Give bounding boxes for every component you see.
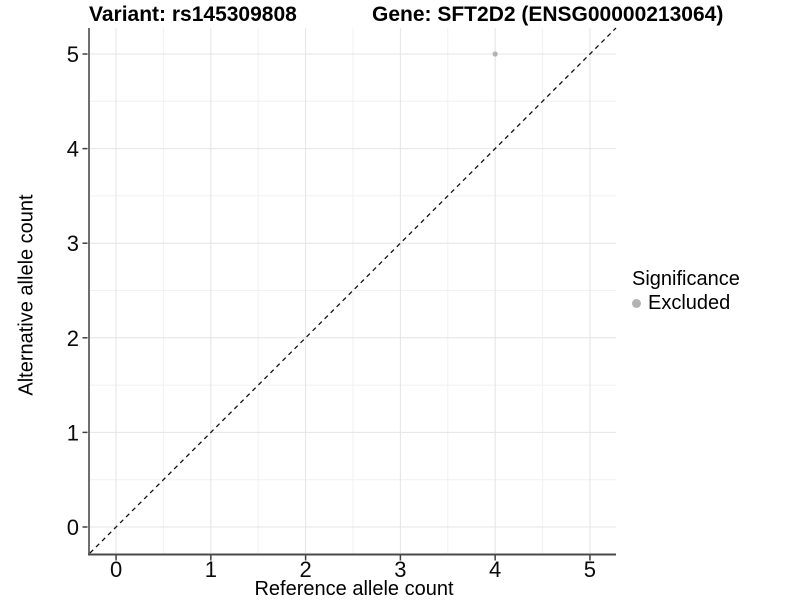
- legend-item-excluded: Excluded: [632, 292, 740, 314]
- y-tick-label: 1: [67, 420, 79, 445]
- legend-title: Significance: [632, 268, 740, 290]
- legend: Significance Excluded: [632, 268, 740, 314]
- x-tick-label: 0: [110, 557, 122, 582]
- x-tick-label: 3: [394, 557, 406, 582]
- variant-title: Variant: rs145309808: [89, 3, 297, 26]
- y-tick-label: 0: [67, 515, 79, 540]
- data-point: [492, 51, 498, 57]
- x-axis-title: Reference allele count: [254, 578, 454, 600]
- y-tick-label: 4: [67, 137, 79, 162]
- x-tick-label: 1: [205, 557, 217, 582]
- y-tick-label: 5: [67, 42, 79, 67]
- x-tick-label: 4: [489, 557, 501, 582]
- y-tick-label: 2: [67, 326, 79, 351]
- legend-item-label: Excluded: [648, 292, 731, 314]
- y-tick-label: 3: [67, 231, 79, 256]
- y-axis-title: Alternative allele count: [15, 194, 38, 396]
- excluded-point-icon: [632, 298, 641, 308]
- x-tick-label: 5: [584, 557, 596, 582]
- x-tick-label: 2: [299, 557, 311, 582]
- gene-title: Gene: SFT2D2 (ENSG00000213064): [372, 3, 724, 26]
